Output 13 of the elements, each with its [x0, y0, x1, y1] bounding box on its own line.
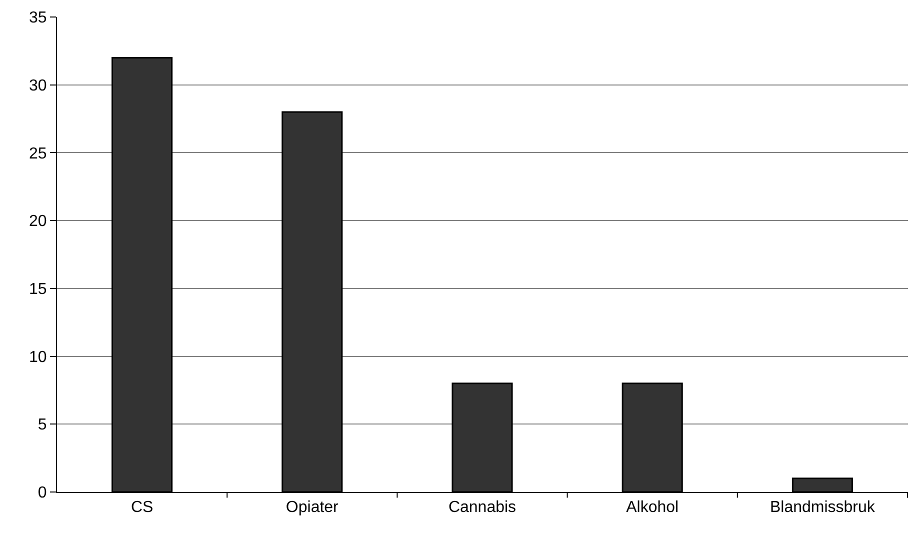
- x-tick-label: CS: [130, 499, 154, 516]
- y-tick-label: 35: [29, 10, 47, 27]
- y-tick-label: 20: [29, 213, 47, 230]
- y-tick-label: 30: [29, 77, 47, 94]
- y-tick-label: 10: [29, 348, 47, 366]
- y-tick-label: 25: [29, 145, 47, 162]
- x-tick-label: Alkohol: [626, 499, 679, 516]
- y-tick-label: 15: [29, 281, 47, 298]
- y-tick-label: 0: [38, 484, 47, 502]
- x-tick-label: Cannabis: [448, 499, 516, 516]
- x-tick-label: Opiater: [286, 499, 340, 516]
- y-tick-label: 5: [38, 416, 47, 434]
- x-tick-label: Blandmissbruk: [770, 499, 876, 516]
